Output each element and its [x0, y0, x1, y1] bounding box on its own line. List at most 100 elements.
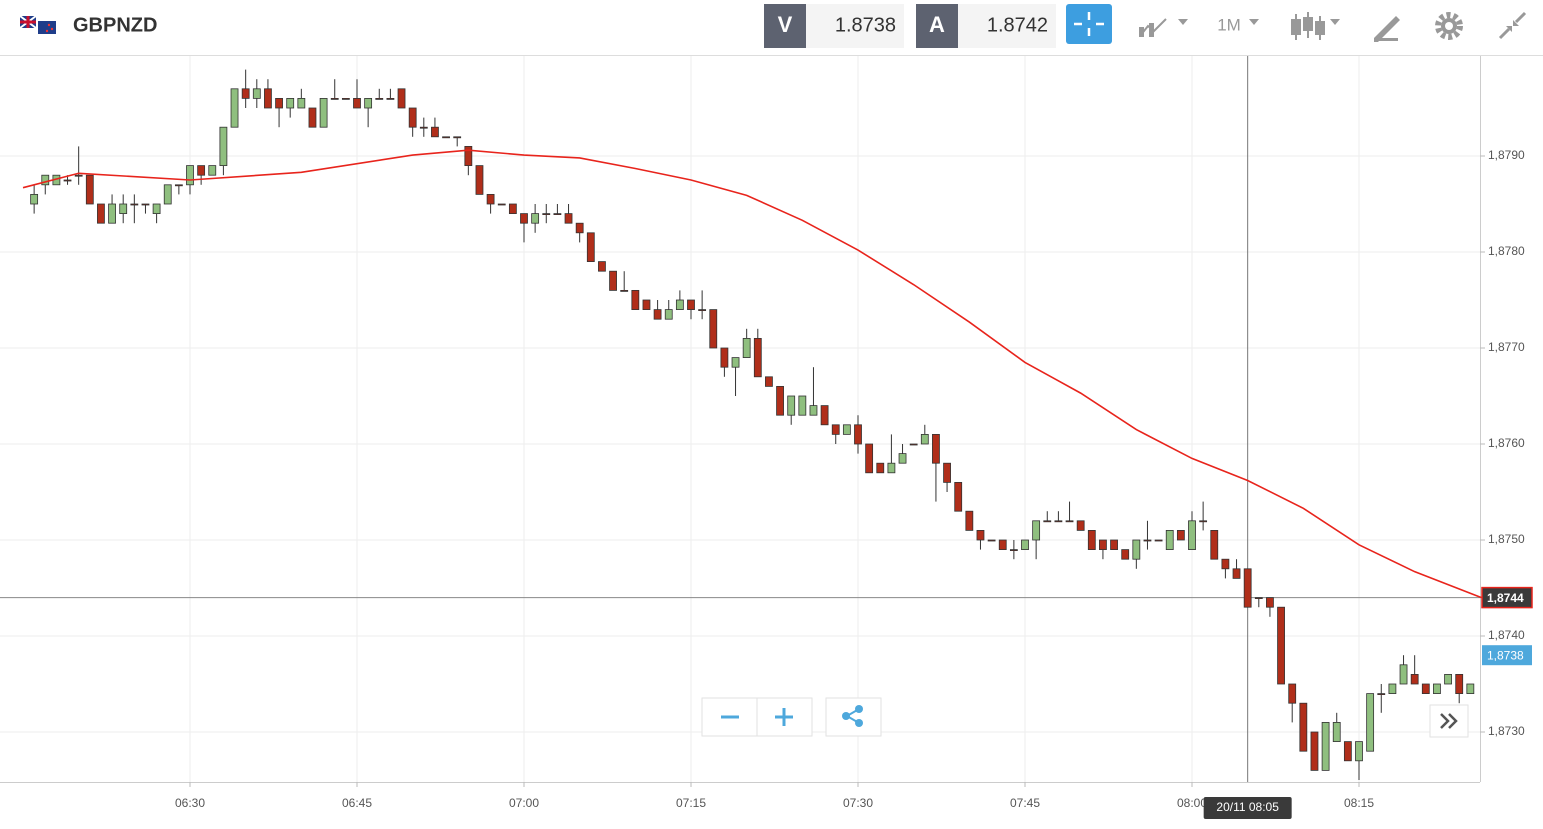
candle-body: [197, 165, 206, 176]
candle-body: [163, 184, 172, 205]
last-price-box: [1482, 645, 1532, 666]
x-tick-label: 07:15: [676, 796, 706, 810]
candle-body: [631, 289, 640, 310]
candle-body: [564, 213, 573, 224]
y-tick-label: 1,8790: [1488, 148, 1525, 162]
candle-body: [1099, 539, 1107, 550]
crosshair-time-label: 20/11 08:05: [1216, 800, 1279, 814]
candle-style-button[interactable]: [1291, 12, 1340, 40]
candle-body: [408, 107, 417, 128]
candle-body: [954, 481, 963, 512]
zoom-in-button[interactable]: [756, 697, 813, 737]
candle-body: [1065, 520, 1074, 523]
candle-body: [831, 424, 840, 435]
candle-body: [1288, 683, 1297, 704]
symbol: GBPNZD: [73, 14, 157, 36]
candle-body: [542, 213, 551, 216]
candle-body: [186, 165, 194, 186]
zoom-out-button[interactable]: [701, 697, 758, 737]
candle-body: [854, 424, 862, 445]
candle-body: [965, 510, 974, 531]
candle-body: [1076, 520, 1085, 531]
candle-body: [453, 136, 462, 139]
candle-body: [1332, 722, 1341, 743]
candle-body: [1277, 606, 1285, 685]
candle-body: [97, 203, 105, 224]
buy-price-box[interactable]: [958, 4, 1056, 48]
last-price-label: 1,8738: [1487, 648, 1524, 662]
x-tick-label: 06:30: [175, 796, 205, 810]
share-button[interactable]: [825, 697, 882, 737]
candle-body: [687, 299, 695, 310]
timeframe[interactable]: 1M: [1217, 15, 1241, 34]
settings-button[interactable]: [1435, 12, 1463, 40]
sell-button[interactable]: [764, 4, 806, 48]
collapse-button[interactable]: [1498, 11, 1527, 40]
plot-area: 1,8730 1,8740 1,8750 1,8760 1,8770 1,8780 1,87…: [0, 56, 1525, 810]
candle-body: [776, 385, 784, 416]
candle-body: [442, 136, 450, 139]
candle-body: [375, 98, 384, 100]
candle-body: [341, 98, 350, 100]
x-tick-label: 08:00: [1177, 796, 1207, 810]
candle-body: [1210, 530, 1219, 560]
candle-body: [698, 309, 707, 312]
candle-body: [252, 88, 261, 99]
candle-body: [1343, 741, 1352, 762]
candle-body: [1188, 520, 1196, 550]
candle-body: [1388, 683, 1397, 694]
candle-body: [297, 98, 306, 109]
crosshair-button[interactable]: [1066, 4, 1112, 44]
candle-body: [720, 347, 729, 368]
candle-body: [364, 98, 373, 109]
candle-body: [286, 98, 295, 109]
crosshair-price-box: [1481, 586, 1533, 609]
scroll-right-button[interactable]: [1429, 704, 1469, 738]
candle-body: [1254, 597, 1263, 599]
y-tick-label: 1,8750: [1488, 532, 1525, 546]
buy-button[interactable]: [916, 4, 958, 48]
candle-body: [1221, 558, 1230, 570]
candle-body: [41, 174, 50, 186]
candle-body: [742, 337, 751, 358]
candle-body: [898, 453, 907, 464]
candle-body: [920, 433, 929, 445]
timeframe-caret: [1249, 19, 1259, 25]
candle-body: [386, 98, 395, 100]
candle-body: [1021, 539, 1029, 550]
candle-body: [1176, 530, 1185, 541]
candle-body: [1444, 674, 1452, 685]
buy-price: 1.8742: [987, 14, 1048, 36]
candle-body: [653, 309, 662, 320]
candle-body: [1433, 683, 1441, 694]
candle-body: [987, 539, 996, 542]
y-tick-label: 1,8770: [1488, 340, 1525, 354]
candle-body: [1321, 722, 1330, 771]
candle-body: [1032, 520, 1041, 541]
candle-body: [1355, 741, 1363, 762]
candle-body: [1310, 731, 1319, 771]
sell-price-box[interactable]: [806, 4, 904, 48]
candle-body: [152, 203, 161, 214]
candle-body: [976, 530, 985, 541]
candle-body: [141, 203, 150, 206]
candle-body: [943, 462, 951, 483]
candle-body: [842, 424, 851, 435]
x-tick-label: 06:45: [342, 796, 372, 810]
y-tick-label: 1,8780: [1488, 244, 1525, 258]
candle-body: [208, 165, 217, 176]
candle-body: [620, 289, 629, 292]
candle-body: [609, 270, 617, 291]
candle-body: [1266, 597, 1274, 608]
candle-body: [130, 203, 139, 206]
candle-body: [1399, 664, 1408, 685]
candle-body: [553, 213, 562, 216]
candle-body: [319, 98, 328, 128]
draw-tool-button[interactable]: [1374, 16, 1400, 42]
candle-body: [397, 88, 406, 109]
candle-body: [1154, 539, 1163, 542]
chart-type-button[interactable]: [1139, 18, 1188, 37]
candle-body: [1043, 520, 1052, 523]
